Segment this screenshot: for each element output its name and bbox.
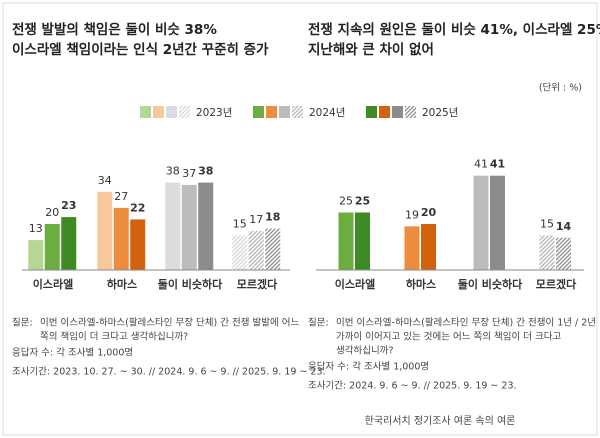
- value-label: 15: [233, 218, 247, 231]
- legend-swatch: [253, 106, 264, 118]
- bar: [248, 230, 264, 270]
- value-label: 41: [474, 158, 488, 171]
- category-label: 둘이 비슷하다: [458, 277, 523, 291]
- value-label: 37: [182, 167, 196, 180]
- value-label: 17: [249, 213, 263, 226]
- question: 이번 이스라엘-하마스(팔레스타인 무장 단체) 간 전쟁이 1년 / 2년: [336, 317, 596, 329]
- bar: [181, 184, 197, 270]
- value-label: 19: [405, 208, 419, 221]
- category-label: 둘이 비슷하다: [158, 277, 223, 291]
- legend-swatch: [366, 106, 377, 118]
- legend-swatch: [140, 106, 151, 118]
- bar: [113, 207, 129, 270]
- bar: [355, 212, 370, 270]
- legend-label: 2025년: [422, 107, 458, 119]
- bar: [490, 175, 505, 270]
- legend-swatch: [266, 106, 277, 118]
- value-label: 18: [265, 211, 280, 224]
- bar: [421, 224, 436, 270]
- legend-swatch: [379, 106, 390, 118]
- period: 조사기간: 2023. 10. 27. ~ 30. // 2024. 9. 6 …: [12, 367, 326, 378]
- chart-title: 전쟁 지속의 원인은 둘이 비슷 41%, 이스라엘 25%: [308, 21, 600, 38]
- category-label: 이스라엘: [335, 277, 375, 291]
- respondents: 응답자 수: 각 조사별 1,000명: [308, 361, 429, 373]
- bar: [44, 224, 60, 270]
- bar: [198, 182, 214, 270]
- bar: [97, 191, 113, 270]
- question: 생각하십니까?: [336, 345, 393, 357]
- legend-swatch: [405, 106, 416, 118]
- question: 이번 이스라엘-하마스(팔레스타인 무장 단체) 간 전쟁 발발에 어느: [40, 317, 299, 329]
- bar: [404, 226, 420, 270]
- legend-swatch: [166, 106, 177, 118]
- value-label: 22: [130, 201, 145, 214]
- bar: [232, 235, 248, 270]
- category-label: 하마스: [406, 277, 436, 291]
- value-label: 25: [355, 195, 370, 208]
- category-label: 모르겠다: [536, 277, 577, 291]
- category-label: 이스라엘: [33, 277, 73, 291]
- bar: [473, 175, 489, 270]
- value-label: 34: [98, 174, 112, 187]
- period: 조사기간: 2024. 9. 6 ~ 9. // 2025. 9. 19 ~ 2…: [308, 381, 517, 392]
- value-label: 20: [45, 206, 59, 219]
- bar: [130, 219, 146, 270]
- value-label: 15: [540, 218, 554, 231]
- unit: (단위 : %): [539, 82, 582, 94]
- value-label: 27: [114, 190, 128, 203]
- respondents: 응답자 수: 각 조사별 1,000명: [12, 347, 133, 359]
- legend-swatch: [179, 106, 190, 118]
- legend-label: 2023년: [196, 107, 232, 119]
- question: 쪽의 책임이 더 크다고 생각하십니까?: [40, 331, 188, 343]
- bar: [61, 217, 77, 270]
- category-label: 모르겠다: [237, 277, 278, 291]
- chart-title: 전쟁 발발의 책임은 둘이 비슷 38%: [12, 21, 217, 38]
- bar: [165, 182, 181, 270]
- bar: [539, 235, 555, 270]
- legend-swatch: [292, 106, 303, 118]
- value-label: 23: [61, 199, 76, 212]
- question: 가까이 이어지고 있는 것에는 어느 쪽의 책임이 더 크다고: [336, 331, 561, 343]
- category-label: 하마스: [107, 277, 137, 291]
- value-label: 38: [166, 165, 180, 178]
- value-label: 25: [339, 195, 353, 208]
- value-label: 20: [421, 206, 437, 219]
- question-label: 질문:: [12, 317, 33, 329]
- value-label: 14: [556, 220, 572, 233]
- value-label: 13: [29, 222, 43, 235]
- value-label: 38: [198, 165, 213, 178]
- bar: [265, 228, 281, 270]
- source: 한국리서치 정기조사 여론 속의 여론: [365, 415, 516, 427]
- question-label: 질문:: [308, 317, 329, 329]
- legend-label: 2024년: [309, 107, 345, 119]
- legend-swatch: [392, 106, 403, 118]
- legend-swatch: [153, 106, 164, 118]
- bar: [338, 212, 354, 270]
- bar: [28, 240, 44, 270]
- bar: [556, 237, 571, 270]
- chart-title: 이스라엘 책임이라는 인식 2년간 꾸준히 증가: [12, 41, 269, 58]
- legend-swatch: [279, 106, 290, 118]
- chart-title: 지난해와 큰 차이 없어: [308, 41, 434, 58]
- value-label: 41: [490, 158, 505, 171]
